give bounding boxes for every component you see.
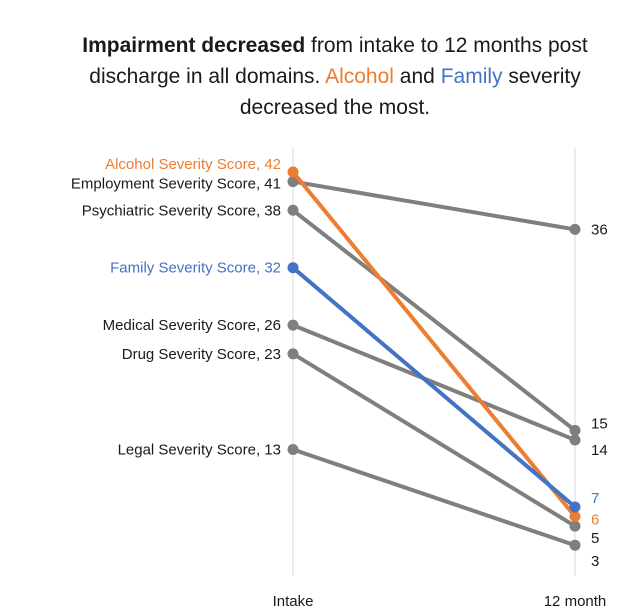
legal-severity-score-start-point	[287, 444, 299, 456]
series-layer	[287, 166, 581, 551]
title-family-word: Family	[440, 65, 503, 88]
legal-severity-score-start-label: Legal Severity Score, 13	[118, 442, 281, 459]
legal-severity-score-line	[291, 447, 577, 548]
label-layer: Employment Severity Score, 4136Psychiatr…	[71, 156, 608, 570]
medical-severity-score-end-point	[569, 434, 581, 446]
title-bold-part: Impairment decreased	[82, 34, 306, 57]
alcohol-severity-score-start-label: Alcohol Severity Score, 42	[105, 156, 281, 173]
medical-severity-score-start-label: Medical Severity Score, 26	[103, 317, 281, 334]
drug-severity-score-end-label: 5	[591, 530, 599, 547]
legal-severity-score-end-label: 3	[591, 553, 599, 570]
medical-severity-score-start-point	[287, 319, 299, 331]
drug-severity-score-line	[291, 351, 577, 529]
psychiatric-severity-score-start-point	[287, 204, 299, 216]
chart-title: Impairment decreased from intake to 12 m…	[60, 30, 610, 123]
drug-severity-score-start-point	[287, 348, 299, 360]
employment-severity-score-end-label: 36	[591, 221, 608, 238]
family-severity-score-end-point	[569, 501, 581, 513]
family-severity-score-line	[291, 265, 577, 509]
alcohol-severity-score-line	[291, 170, 577, 519]
legal-severity-score-end-point	[569, 539, 581, 551]
psychiatric-severity-score-line	[291, 208, 577, 433]
family-severity-score-start-point	[287, 262, 299, 274]
medical-severity-score-end-label: 14	[591, 442, 608, 459]
family-severity-score-end-label: 7	[591, 490, 599, 507]
title-and-word: and	[393, 65, 441, 88]
employment-severity-score-line	[291, 179, 577, 232]
alcohol-severity-score-end-label: 6	[591, 512, 599, 529]
drug-severity-score-end-point	[569, 520, 581, 532]
employment-severity-score-start-point	[287, 176, 299, 188]
family-severity-score-start-label: Family Severity Score, 32	[110, 260, 281, 277]
psychiatric-severity-score-end-label: 15	[591, 415, 608, 432]
medical-severity-score-line	[291, 323, 577, 442]
drug-severity-score-start-label: Drug Severity Score, 23	[122, 346, 281, 363]
employment-severity-score-start-label: Employment Severity Score, 41	[71, 176, 281, 193]
title-text-part3: severity decreased the most.	[239, 65, 581, 119]
psychiatric-severity-score-end-point	[569, 424, 581, 436]
alcohol-severity-score-end-point	[569, 511, 581, 523]
alcohol-severity-score-start-point	[287, 166, 299, 178]
x-tick-intake: Intake	[273, 593, 314, 610]
title-text-part1: from intake to 12 months post discharge …	[89, 34, 588, 88]
title-alcohol-word: Alcohol	[325, 65, 394, 88]
psychiatric-severity-score-start-label: Psychiatric Severity Score, 38	[82, 202, 281, 219]
x-tick-12-month: 12 month	[544, 593, 607, 610]
employment-severity-score-end-point	[569, 223, 581, 235]
